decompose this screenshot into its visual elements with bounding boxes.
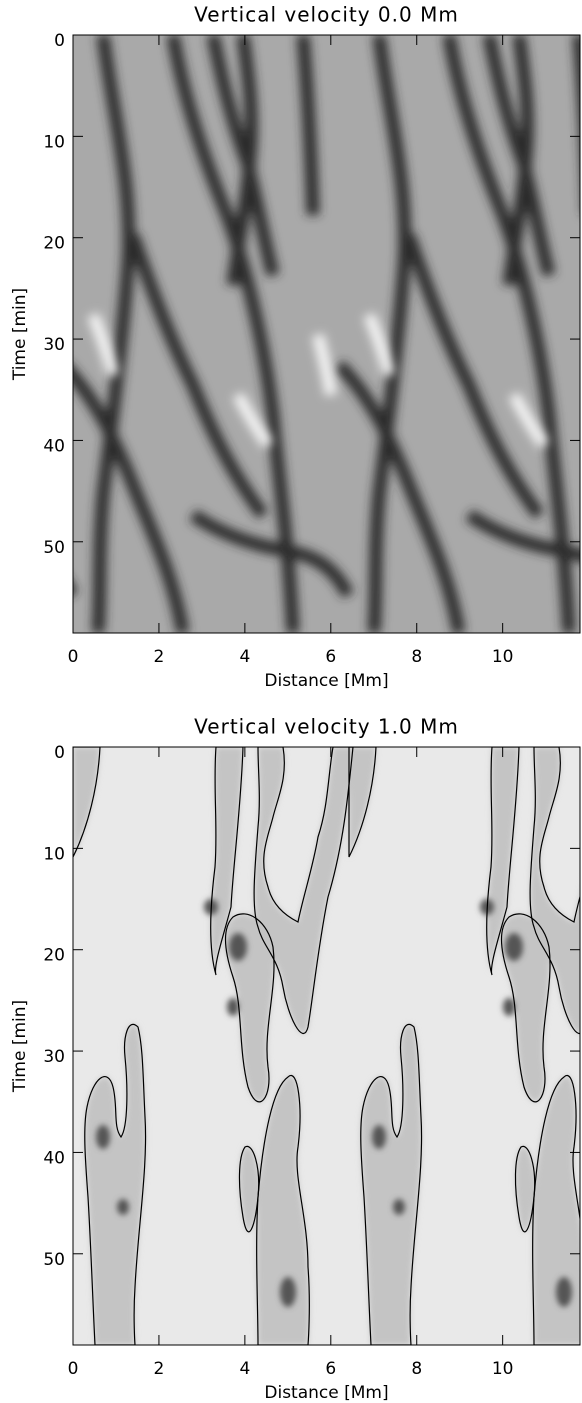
y-tick-label: 10 xyxy=(43,132,65,152)
y-tick-label: 20 xyxy=(43,234,65,254)
x-tick-label: 10 xyxy=(492,1359,514,1379)
y-tick-label: 0 xyxy=(54,743,65,763)
x-tick-label: 2 xyxy=(154,1359,165,1379)
x-tick-label: 2 xyxy=(154,647,165,667)
y-tick-label: 10 xyxy=(43,844,65,864)
x-tick-label: 10 xyxy=(492,647,514,667)
x-tick-label: 4 xyxy=(239,647,250,667)
x-axis-label: Distance [Mm] xyxy=(264,1383,388,1403)
x-tick-label: 6 xyxy=(325,647,336,667)
y-tick-label: 30 xyxy=(43,335,65,355)
y-axis-label: Time [min] xyxy=(10,1000,30,1093)
x-tick-label: 6 xyxy=(325,1359,336,1379)
y-tick-label: 20 xyxy=(43,946,65,966)
y-tick-label: 50 xyxy=(43,538,65,558)
x-axis-label: Distance [Mm] xyxy=(264,671,388,691)
x-tick-label: 0 xyxy=(68,1359,79,1379)
x-tick-label: 8 xyxy=(411,647,422,667)
x-tick-label: 8 xyxy=(411,1359,422,1379)
x-tick-label: 4 xyxy=(239,1359,250,1379)
velocity-image xyxy=(73,747,580,1345)
chart-title: Vertical velocity 1.0 Mm xyxy=(194,715,459,739)
y-axis-label: Time [min] xyxy=(10,288,30,381)
y-tick-label: 40 xyxy=(43,436,65,456)
plot-frame xyxy=(72,34,581,634)
y-tick-label: 40 xyxy=(43,1148,65,1168)
plot-frame xyxy=(72,746,581,1346)
x-tick-label: 0 xyxy=(68,647,79,667)
y-tick-label: 0 xyxy=(54,31,65,51)
y-tick-label: 50 xyxy=(43,1250,65,1270)
chart-title: Vertical velocity 0.0 Mm xyxy=(194,3,459,27)
velocity-image xyxy=(73,35,580,633)
y-tick-label: 30 xyxy=(43,1047,65,1067)
